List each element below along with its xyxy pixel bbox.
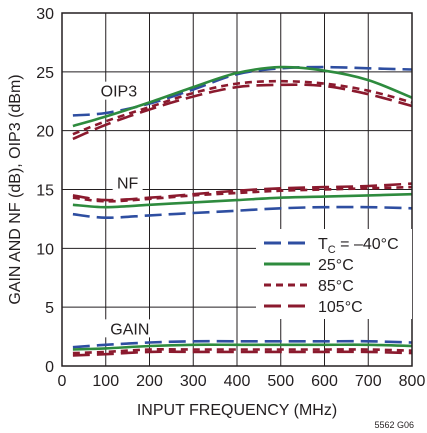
figure-id: 5562 G06	[374, 420, 414, 430]
legend-label: TC = –40°C	[318, 236, 399, 256]
x-tick-label: 600	[311, 373, 338, 390]
y-tick-label: 25	[36, 65, 54, 82]
annotation-bg	[104, 319, 155, 338]
x-tick-label: 0	[58, 373, 67, 390]
x-tick-label: 100	[92, 373, 119, 390]
x-tick-label: 800	[399, 373, 426, 390]
y-axis-label: GAIN AND NF (dB), OIP3 (dBm)	[7, 74, 24, 304]
x-tick-label: 300	[180, 373, 207, 390]
series-line-oip3	[72, 65, 413, 128]
y-tick-label: 10	[36, 241, 54, 258]
annotation-label: NF	[117, 175, 139, 192]
y-tick-label: 20	[36, 124, 54, 141]
y-tick-label: 15	[36, 183, 54, 200]
curves	[72, 65, 413, 357]
x-ticks: 0 100 200 300 400 500 600 700 800	[58, 373, 426, 390]
series-line-gain	[72, 348, 413, 355]
y-ticks: 0 5 10 15 20 25 30	[36, 6, 54, 376]
annotation-label: OIP3	[101, 84, 138, 101]
annotation-bg	[112, 173, 143, 192]
legend-label: 25°C	[318, 257, 354, 274]
x-tick-label: 200	[136, 373, 163, 390]
series-line-nf	[72, 205, 413, 220]
y-tick-label: 30	[36, 6, 54, 23]
series-line-gain	[72, 343, 413, 351]
x-tick-label: 500	[267, 373, 294, 390]
x-tick-label: 700	[355, 373, 382, 390]
legend: TC = –40°C25°C 85°C 105°C	[256, 229, 412, 319]
x-tick-label: 400	[224, 373, 251, 390]
y-tick-label: 0	[45, 359, 54, 376]
annotation-label: GAIN	[110, 321, 149, 338]
annotations: OIP3 NF GAIN	[93, 81, 155, 338]
legend-label: 105°C	[318, 299, 363, 316]
series-line-oip3	[72, 83, 413, 141]
x-axis-label: INPUT FREQUENCY (MHz)	[137, 402, 337, 419]
legend-bg	[256, 229, 412, 319]
legend-label: 85°C	[318, 278, 354, 295]
plot-frame	[61, 12, 413, 367]
series-line-gain	[72, 350, 413, 357]
series-line-oip3	[72, 79, 413, 136]
series-line-nf	[72, 192, 413, 209]
y-tick-label: 5	[45, 300, 54, 317]
annotation-bg	[93, 81, 144, 100]
